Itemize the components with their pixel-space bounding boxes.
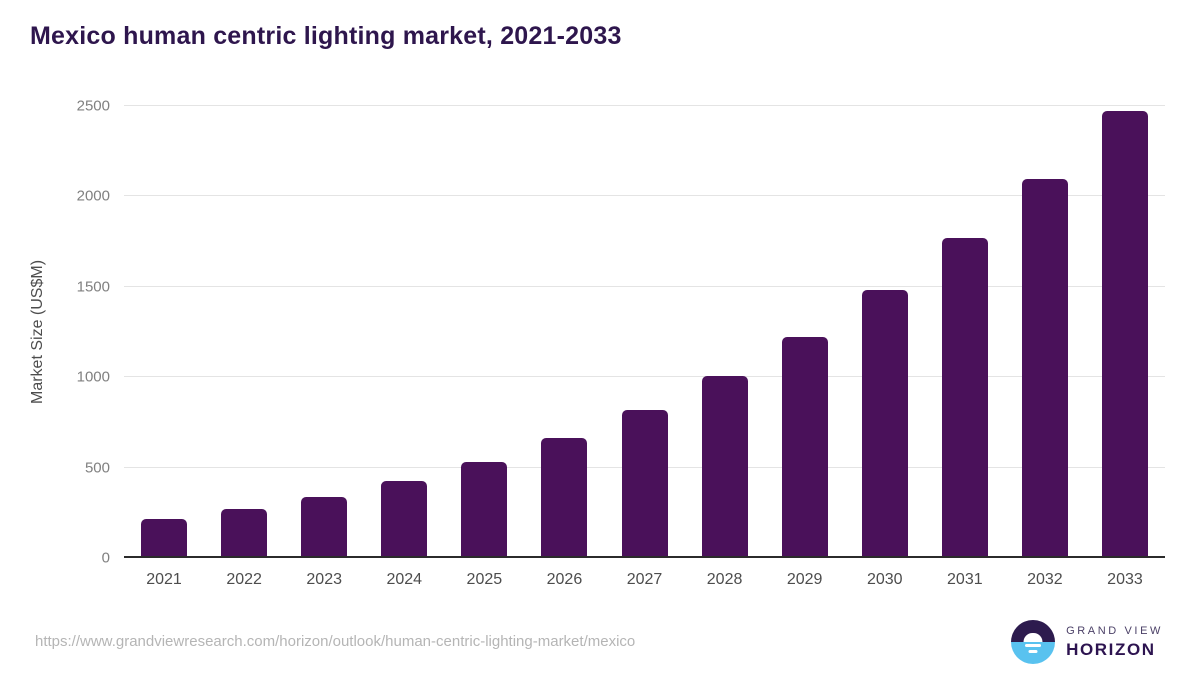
bar-2027[interactable]: [621, 410, 668, 558]
x-tick-label-2026: 2026: [546, 571, 583, 588]
bar-slot-2024: [364, 106, 444, 558]
x-tick-label-2029: 2029: [786, 571, 823, 588]
bar-2029[interactable]: [781, 337, 828, 558]
x-axis-line: [124, 556, 1165, 558]
bar-slot-2023: [284, 106, 364, 558]
y-tick-label-0: 0: [101, 549, 110, 567]
bar-2023[interactable]: [301, 496, 348, 558]
chart-title: Mexico human centric lighting market, 20…: [30, 22, 622, 50]
y-tick-label-1000: 1000: [76, 368, 110, 386]
bar-2031[interactable]: [941, 237, 988, 558]
bar-2021[interactable]: [141, 518, 188, 558]
bar-slot-2022: [204, 106, 284, 558]
x-tick-label-2021: 2021: [146, 571, 182, 588]
sun-shape: [1023, 633, 1043, 642]
y-tick-label-500: 500: [84, 459, 110, 477]
y-tick-label-2500: 2500: [76, 97, 110, 115]
bar-2030[interactable]: [861, 290, 908, 558]
source-url: https://www.grandviewresearch.com/horizo…: [35, 633, 636, 650]
bar-slot-2029: [765, 106, 845, 558]
bar-2025[interactable]: [461, 461, 508, 558]
bar-slot-2026: [524, 106, 604, 558]
bar-2033[interactable]: [1101, 110, 1148, 558]
bars-row: [124, 106, 1165, 558]
logo-brand-grand-view: GRAND VIEW: [1066, 624, 1163, 637]
y-tick-label-1500: 1500: [76, 278, 110, 296]
bar-slot-2032: [1005, 106, 1085, 558]
x-axis-tick-labels: 2021 2022 2023 2024 2025 2026 2027 2028 2029 2030…: [124, 571, 1165, 589]
bar-2022[interactable]: [221, 509, 268, 558]
horizon-sunrise-icon: [1011, 620, 1056, 664]
gridline-2500: [124, 105, 1165, 106]
plot-area: [124, 105, 1165, 558]
bar-slot-2027: [604, 106, 684, 558]
bar-2032[interactable]: [1021, 179, 1068, 558]
x-tick-label-2031: 2031: [947, 571, 983, 588]
bar-slot-2028: [685, 106, 765, 558]
bar-2028[interactable]: [701, 376, 748, 558]
x-tick-label-2030: 2030: [866, 571, 903, 588]
bar-slot-2030: [845, 106, 925, 558]
x-tick-label-2028: 2028: [706, 571, 743, 588]
x-tick-label-2022: 2022: [226, 571, 262, 588]
bar-2024[interactable]: [381, 480, 428, 558]
gridline-1000: [124, 376, 1165, 378]
y-tick-label-2000: 2000: [76, 187, 110, 205]
grand-view-horizon-logo: GRAND VIEW HORIZON: [1011, 620, 1163, 664]
x-tick-label-2025: 2025: [466, 571, 503, 588]
x-tick-label-2033: 2033: [1107, 571, 1143, 588]
bar-slot-2021: [124, 106, 204, 558]
logo-text: GRAND VIEW HORIZON: [1066, 625, 1163, 660]
x-tick-label-2023: 2023: [306, 571, 342, 588]
bar-slot-2031: [925, 106, 1005, 558]
gridline-2000: [124, 195, 1165, 197]
bar-2026[interactable]: [541, 438, 588, 558]
y-axis-tick-labels: 0 500 1000 1500 2000 2500: [0, 98, 110, 567]
bar-slot-2025: [444, 106, 524, 558]
x-tick-label-2032: 2032: [1027, 571, 1063, 588]
bar-slot-2033: [1085, 106, 1165, 558]
sun-reflection-line-1: [1025, 644, 1042, 647]
logo-brand-horizon: HORIZON: [1066, 639, 1156, 659]
sun-reflection-line-2: [1028, 650, 1038, 653]
x-tick-label-2024: 2024: [386, 571, 423, 588]
x-tick-label-2027: 2027: [626, 571, 663, 588]
gridline-1500: [124, 285, 1165, 287]
